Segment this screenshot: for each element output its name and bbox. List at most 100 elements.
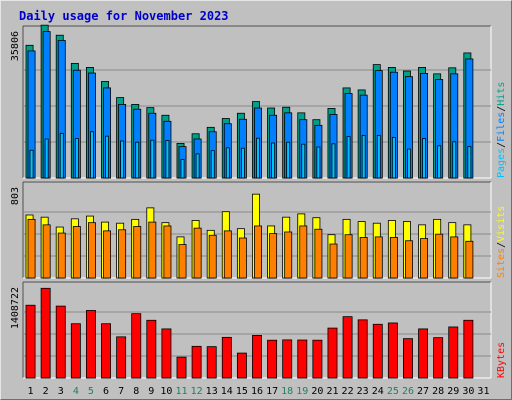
bar-sites <box>27 218 36 279</box>
bar-pages <box>210 150 215 179</box>
bar-sites <box>269 233 278 279</box>
x-tick-label: 9 <box>148 386 154 397</box>
bar-kbytes <box>25 304 36 379</box>
bar-sites <box>57 232 66 279</box>
bar-pages <box>452 141 457 179</box>
bar-sites <box>238 237 247 279</box>
bar-pages <box>301 143 306 179</box>
bar-sites <box>389 237 398 279</box>
bar-kbytes <box>176 356 187 379</box>
bar-sites <box>254 225 262 279</box>
bar-kbytes <box>40 287 51 379</box>
x-tick-label: 6 <box>103 386 109 397</box>
x-tick-label: 1 <box>28 386 34 397</box>
bar-pages <box>74 138 79 179</box>
bar-pages <box>150 139 155 179</box>
legend-label: KBytes <box>496 342 507 378</box>
bar-pages <box>437 145 442 179</box>
legend-label: Pages/Files/Hits <box>496 82 507 178</box>
bar-kbytes <box>116 336 127 379</box>
bar-kbytes <box>191 345 202 379</box>
bar-pages <box>331 143 336 179</box>
x-tick-label: 4 <box>73 386 79 397</box>
bar-kbytes <box>85 310 96 379</box>
x-tick-label: 16 <box>251 386 263 397</box>
x-tick-label: 28 <box>432 386 444 397</box>
x-tick-label: 30 <box>462 386 474 397</box>
bar-kbytes <box>433 337 444 379</box>
bar-pages <box>59 132 64 179</box>
bar-pages <box>29 149 34 179</box>
bar-sites <box>329 243 338 279</box>
bar-pages <box>467 146 472 179</box>
bar-kbytes <box>357 319 368 379</box>
bar-kbytes <box>418 328 429 379</box>
legend-entry: Hits <box>496 82 507 106</box>
bar-kbytes <box>267 339 278 379</box>
x-tick-label: 7 <box>118 386 124 397</box>
bar-pages <box>376 134 381 179</box>
bar-pages <box>346 136 351 179</box>
y-max-label: 803 <box>10 187 21 205</box>
bar-pages <box>422 138 427 179</box>
bar-pages <box>165 140 170 179</box>
bar-sites <box>163 225 172 279</box>
bar-kbytes <box>236 352 247 379</box>
bar-pages <box>256 137 260 179</box>
bar-pages <box>316 146 321 179</box>
bar-pages <box>120 140 125 179</box>
bar-kbytes <box>282 339 293 379</box>
x-tick-label: 11 <box>175 386 187 397</box>
x-tick-label: 31 <box>477 386 489 397</box>
x-tick-label: 2 <box>43 386 49 397</box>
bar-kbytes <box>463 319 474 379</box>
bar-pages <box>225 147 230 179</box>
bar-kbytes <box>387 322 398 379</box>
bar-kbytes <box>146 319 157 379</box>
x-tick-label: 29 <box>447 386 459 397</box>
x-tick-label: 22 <box>342 386 354 397</box>
bar-pages <box>361 134 366 179</box>
bar-sites <box>72 226 81 279</box>
bar-kbytes <box>372 323 383 379</box>
bar-pages <box>180 159 185 179</box>
bar-pages <box>286 141 291 179</box>
bar-sites <box>405 240 413 279</box>
bar-pages <box>240 147 245 179</box>
bar-sites <box>450 236 459 279</box>
y-max-label: 1408722 <box>10 287 21 329</box>
bar-kbytes <box>312 339 323 379</box>
legend-entry: Pages <box>496 148 507 178</box>
bar-sites <box>314 228 323 279</box>
bar-sites <box>87 222 96 279</box>
bar-sites <box>42 224 51 279</box>
bar-pages <box>105 135 109 179</box>
bar-pages <box>44 138 49 179</box>
bar-kbytes <box>252 334 262 379</box>
legend-entry: Visits <box>496 206 507 242</box>
bar-sites <box>178 244 187 279</box>
bar-sites <box>133 226 142 279</box>
bar-sites <box>374 236 383 279</box>
bar-sites <box>223 230 232 279</box>
x-tick-label: 25 <box>387 386 399 397</box>
bar-sites <box>359 237 368 279</box>
bar-pages <box>407 148 411 179</box>
x-tick-label: 13 <box>206 386 218 397</box>
x-tick-label: 27 <box>417 386 429 397</box>
bar-kbytes <box>403 338 413 379</box>
bar-pages <box>195 153 200 179</box>
x-tick-label: 20 <box>311 386 323 397</box>
x-tick-label: 14 <box>221 386 233 397</box>
x-tick-label: 23 <box>357 386 369 397</box>
x-tick-label: 12 <box>191 386 203 397</box>
x-tick-label: 18 <box>281 386 293 397</box>
legend-entry: / <box>496 106 507 112</box>
bar-sites <box>103 230 111 279</box>
legend-entry: KBytes <box>496 342 507 378</box>
bar-sites <box>420 238 429 279</box>
bar-sites <box>435 233 444 279</box>
bar-sites <box>344 234 353 279</box>
